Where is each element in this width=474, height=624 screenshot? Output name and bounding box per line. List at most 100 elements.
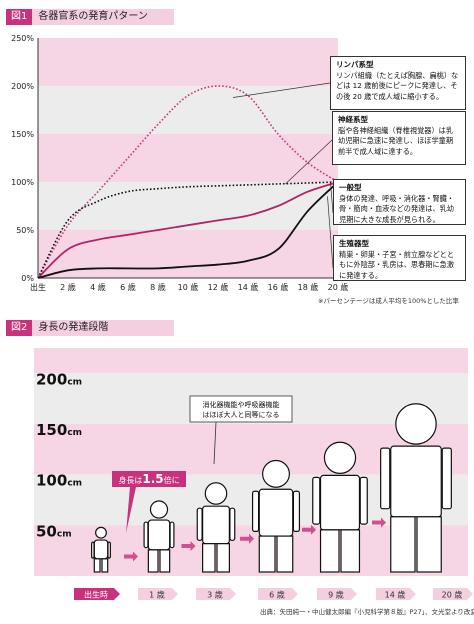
figure-torso: [93, 539, 109, 560]
legend-neural-name: 神経系型: [338, 115, 368, 124]
series-line-2: [37, 181, 339, 279]
x-tick-label: 20 歳: [328, 282, 349, 292]
figure-torso: [390, 445, 442, 518]
height-tick-label: 200cm: [36, 370, 82, 388]
growth-arrow: [372, 517, 386, 528]
y-tick-label: 0%: [21, 274, 34, 283]
age-tag-shape: [433, 588, 473, 600]
growth-pattern-chart: 0% 50% 100% 150% 200% 250% 出生 2 歳 4 歳 6 歳 8 歳 10 歳…: [11, 34, 349, 292]
figure-leg-right: [159, 549, 171, 573]
organ-callout-leader: [213, 421, 217, 465]
x-tick-label: 16 歳: [268, 282, 289, 292]
figure-arm-right: [292, 490, 301, 532]
figure-arm-right: [169, 521, 175, 549]
legend-reproductive: 生殖器型 精巣・卵巣・子宮・前立腺などとともに外陰部・乳房は、思春期に急激に発達…: [333, 235, 466, 281]
growth-arrow: [240, 533, 254, 544]
age-tag-label: 9 歳: [328, 590, 344, 600]
y-tick-label: 50%: [16, 226, 34, 235]
legend-leader-3: [327, 196, 334, 269]
figure-arm-left: [91, 541, 95, 559]
growth-callout-pointer: [126, 487, 136, 533]
height-tick-label: 150cm: [36, 421, 82, 439]
figure-arm-left: [251, 490, 260, 532]
age-tag-label: 出生時: [84, 590, 108, 600]
figure-leg-left: [147, 549, 159, 573]
organ-callout-line: はほぼ大人と同等になる: [203, 410, 280, 419]
legend-lymphoid-desc: リンパ組織（たとえば胸腺、扁桃）などは 12 歳前後にピークに発達し、その後 2…: [336, 70, 459, 101]
chart-band: [38, 230, 338, 278]
x-tick-label: 12 歳: [208, 282, 229, 292]
legend-general-desc: 身体の発達、呼吸・消化器・腎臓・骨・筋肉・血液などの発達は、乳幼児期に大きな成長…: [339, 193, 455, 224]
age-tag-shape: [74, 588, 120, 600]
legend-leader-1: [285, 139, 333, 185]
age-tag-label: 20 歳: [442, 590, 463, 600]
chart-band: [38, 86, 338, 134]
age-tag-label: 6 歳: [269, 590, 285, 600]
series-line-3: [37, 181, 339, 279]
chart-band: [38, 38, 338, 86]
legend-reproductive-desc: 精巣・卵巣・子宮・前立腺などとともに外陰部・乳房は、思春期に急激に発達する。: [339, 249, 455, 280]
age-tag-label: 14 歳: [385, 590, 406, 600]
figure-arm-right: [441, 447, 452, 510]
growth-callout-box: [112, 471, 186, 487]
figure-leg-left: [93, 558, 101, 573]
figure1-note: ※パーセンテージは成人平均を100%とした比率: [318, 297, 459, 305]
legend-neural-desc: 脳や各神経組織（脊椎視覚器）は乳幼児期に急速に発達し、ほぼ学童期前半で成人域に達…: [338, 125, 454, 156]
organ-callout-line: 消化器機能や呼吸器機能: [203, 400, 280, 409]
child-figure-2: [196, 482, 236, 573]
figure2-header: 図2 身長の発達段階: [6, 320, 175, 336]
x-tick-label: 6 歳: [120, 282, 136, 292]
figure-arm-right: [107, 541, 111, 559]
y-tick-label: 150%: [11, 130, 34, 139]
legend-general-name: 一般型: [339, 183, 362, 192]
figure-torso: [202, 505, 230, 545]
x-tick-label: 8 歳: [150, 282, 166, 292]
chart-band: [38, 182, 338, 230]
figure-leg-right: [416, 516, 442, 573]
figure-leg-left: [390, 516, 416, 573]
figure-leg-right: [216, 543, 230, 573]
x-tick-label: 2 歳: [60, 282, 76, 292]
legend-general: 一般型 身体の発達、呼吸・消化器・腎臓・骨・筋肉・血液などの発達は、乳幼児期に大…: [333, 179, 466, 225]
figure-head: [262, 459, 290, 488]
growth-arrow: [302, 524, 316, 535]
height-band: [34, 348, 468, 374]
figure-arm-left: [312, 476, 321, 525]
x-tick-label: 14 歳: [238, 282, 259, 292]
age-tag-label: 1 歳: [149, 590, 165, 600]
figure-torso: [258, 488, 294, 537]
x-tick-label: 4 歳: [90, 282, 106, 292]
figure2-note: 出典：矢田純一・中山健太郎編『小児科学第８版』P27」、文光堂より改変: [260, 608, 474, 616]
x-tick-label: 出生: [30, 282, 46, 292]
figure-leg-left: [202, 543, 216, 573]
figure-head: [204, 482, 228, 505]
figure-arm-right: [229, 507, 236, 541]
y-tick-label: 250%: [11, 34, 34, 43]
figure2-badge: 図2: [6, 320, 33, 336]
child-figure-3: [251, 459, 301, 573]
figure-head: [395, 403, 437, 445]
legend-leader-0: [232, 82, 331, 98]
figure-torso: [319, 474, 361, 531]
legend-lymphoid: リンパ系型 リンパ組織（たとえば胸腺、扁桃）などは 12 歳前後にピークに発達し…: [330, 56, 466, 110]
y-tick-label: 100%: [11, 178, 34, 187]
growth-callout-text: 身長は1.5倍に: [118, 472, 179, 486]
figure-leg-left: [258, 535, 276, 573]
figure-torso: [147, 519, 171, 551]
figure-leg-right: [101, 558, 109, 573]
legend-lymphoid-name: リンパ系型: [336, 60, 374, 69]
figure-arm-right: [359, 476, 368, 525]
age-tag-shape: [317, 588, 357, 600]
height-tick-label: 50cm: [36, 522, 72, 540]
child-figure-1: [143, 500, 175, 573]
height-tick-label: 100cm: [36, 472, 82, 490]
figure1-badge: 図1: [6, 9, 33, 25]
figure1-title: 各器官系の発育パターン: [32, 9, 175, 25]
figure2-title: 身長の発達段階: [32, 320, 175, 336]
figure-head: [323, 441, 357, 474]
series-line-0: [37, 85, 339, 279]
age-tag-shape: [196, 588, 236, 600]
figure-leg-right: [340, 529, 361, 573]
